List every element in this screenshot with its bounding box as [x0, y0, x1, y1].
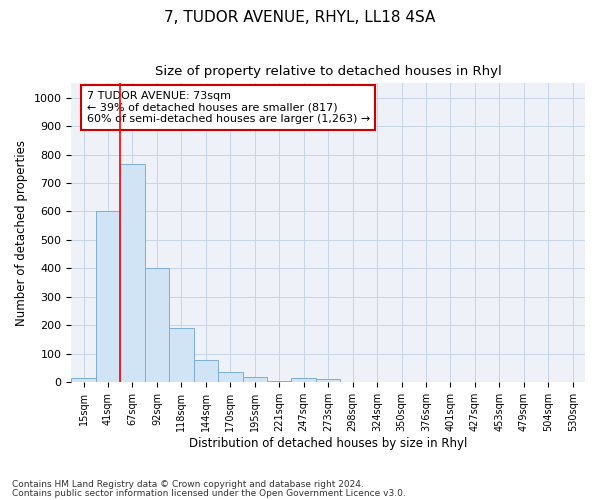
Bar [120, 164, 145, 382]
Bar [96, 212, 120, 382]
Bar [292, 378, 316, 382]
Text: 7 TUDOR AVENUE: 73sqm
← 39% of detached houses are smaller (817)
60% of semi-det: 7 TUDOR AVENUE: 73sqm ← 39% of detached … [86, 91, 370, 124]
Y-axis label: Number of detached properties: Number of detached properties [15, 140, 28, 326]
Bar [316, 379, 340, 382]
Text: 7, TUDOR AVENUE, RHYL, LL18 4SA: 7, TUDOR AVENUE, RHYL, LL18 4SA [164, 10, 436, 25]
Bar [169, 328, 194, 382]
Title: Size of property relative to detached houses in Rhyl: Size of property relative to detached ho… [155, 65, 502, 78]
Text: Contains HM Land Registry data © Crown copyright and database right 2024.: Contains HM Land Registry data © Crown c… [12, 480, 364, 489]
Text: Contains public sector information licensed under the Open Government Licence v3: Contains public sector information licen… [12, 488, 406, 498]
X-axis label: Distribution of detached houses by size in Rhyl: Distribution of detached houses by size … [189, 437, 467, 450]
Bar [242, 377, 267, 382]
Bar [71, 378, 96, 382]
Bar [145, 268, 169, 382]
Bar [218, 372, 242, 382]
Bar [194, 360, 218, 382]
